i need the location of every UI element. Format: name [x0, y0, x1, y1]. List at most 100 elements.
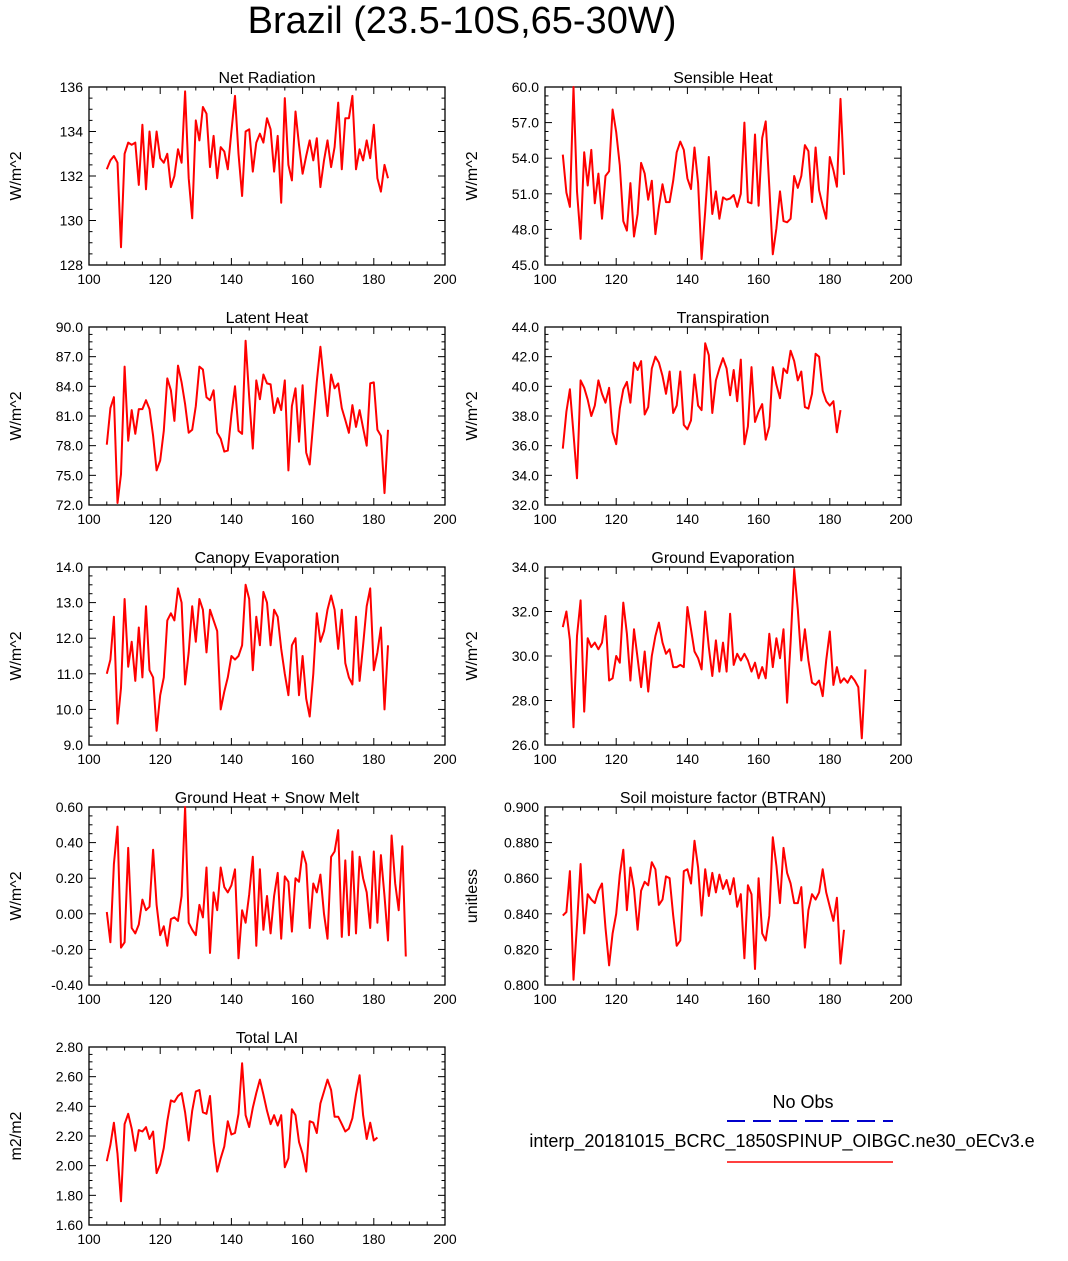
x-tick-label: 100: [77, 511, 101, 527]
x-tick-label: 140: [676, 271, 700, 287]
y-tick-label: 2.60: [56, 1069, 83, 1085]
x-tick-label: 100: [533, 751, 557, 767]
x-tick-label: 140: [220, 271, 244, 287]
y-tick-label: 0.40: [56, 835, 83, 851]
legend-label-model: interp_20181015_BCRC_1850SPINUP_OIBGC.ne…: [529, 1131, 1034, 1152]
x-tick-label: 180: [362, 511, 386, 527]
y-tick-label: 11.0: [57, 666, 83, 682]
y-tick-label: 1.80: [56, 1187, 83, 1203]
y-tick-label: 0.800: [504, 977, 539, 993]
y-tick-label: 36.0: [512, 438, 539, 454]
panel-soil-moisture-factor-btran: Soil moisture factor (BTRAN) 100 120 140 160…: [464, 790, 913, 1007]
x-tick-label: 120: [149, 751, 173, 767]
series-line-canopy-evaporation: [105, 583, 389, 732]
x-tick-label: 200: [433, 991, 457, 1007]
panel-canopy-evaporation: Canopy Evaporation 100 120 140 160 180 200 9.0 1…: [8, 550, 457, 767]
series-line-sensible-heat: [561, 86, 845, 261]
y-tick-label: 78.0: [56, 438, 83, 454]
legend: No Obs interp_20181015_BCRC_1850SPINUP_O…: [529, 1092, 1035, 1163]
x-tick-label: 160: [747, 511, 771, 527]
y-tick-label: 28.0: [512, 693, 539, 709]
x-tick-label: 140: [676, 511, 700, 527]
panel-ground-evaporation: Ground Evaporation 100 120 140 160 180 200 26.0…: [464, 550, 913, 767]
x-tick-label: 200: [889, 511, 913, 527]
y-tick-label: 72.0: [56, 497, 83, 513]
panel-title: Transpiration: [677, 310, 770, 327]
series-line-ground-evaporation: [561, 568, 867, 740]
x-tick-label: 180: [818, 751, 842, 767]
y-tick-label: 0.00: [56, 906, 83, 922]
plot-frame: [544, 326, 902, 506]
y-tick-label: 0.860: [504, 870, 539, 886]
x-tick-label: 160: [291, 1231, 315, 1247]
y-tick-label: 136: [60, 79, 84, 95]
series-line-transpiration: [561, 342, 842, 480]
y-tick-label: 60.0: [512, 79, 539, 95]
x-tick-label: 100: [533, 511, 557, 527]
y-tick-label: 12.0: [56, 630, 83, 646]
figure-title: Brazil (23.5-10S,65-30W): [248, 0, 677, 42]
x-tick-label: 160: [747, 751, 771, 767]
x-tick-label: 200: [433, 511, 457, 527]
y-axis-label: W/m^2: [8, 151, 25, 200]
x-tick-label: 140: [220, 751, 244, 767]
x-tick-label: 100: [77, 991, 101, 1007]
y-tick-label: 87.0: [56, 349, 83, 365]
y-tick-label: 0.840: [504, 906, 539, 922]
y-tick-label: 40.0: [512, 378, 539, 394]
x-tick-label: 180: [818, 271, 842, 287]
plot-frame: [544, 566, 902, 746]
y-tick-label: 30.0: [512, 648, 539, 664]
plot-frame: [88, 326, 446, 506]
y-tick-label: 32.0: [512, 497, 539, 513]
y-tick-label: 26.0: [512, 737, 539, 753]
x-tick-label: 160: [747, 271, 771, 287]
x-tick-label: 120: [605, 751, 629, 767]
x-tick-label: 140: [676, 991, 700, 1007]
series-line-ground-heat-snow-melt: [105, 806, 407, 960]
x-tick-label: 180: [818, 991, 842, 1007]
y-tick-label: 0.820: [504, 941, 539, 957]
x-tick-label: 140: [220, 991, 244, 1007]
x-tick-label: 200: [433, 1231, 457, 1247]
x-tick-label: 120: [605, 511, 629, 527]
panel-title: Ground Heat + Snow Melt: [175, 790, 360, 807]
x-tick-label: 180: [362, 271, 386, 287]
y-tick-label: 130: [60, 213, 84, 229]
x-tick-label: 180: [362, 1231, 386, 1247]
x-tick-label: 160: [747, 991, 771, 1007]
x-tick-label: 100: [77, 751, 101, 767]
y-tick-label: 10.0: [56, 701, 83, 717]
plot-frame: [88, 86, 446, 266]
x-tick-label: 200: [889, 271, 913, 287]
x-tick-label: 200: [433, 751, 457, 767]
y-tick-label: 132: [60, 168, 84, 184]
panel-title: Sensible Heat: [673, 70, 773, 87]
y-tick-label: -0.40: [51, 977, 83, 993]
panel-transpiration: Transpiration 100 120 140 160 180 200 32.0 34.0 3…: [464, 310, 913, 527]
x-tick-label: 100: [77, 271, 101, 287]
y-tick-label: 0.900: [504, 799, 539, 815]
panel-title: Latent Heat: [226, 310, 309, 327]
x-tick-label: 140: [220, 1231, 244, 1247]
y-tick-label: 34.0: [512, 467, 539, 483]
plot-frame: [88, 1046, 446, 1226]
x-tick-label: 200: [889, 991, 913, 1007]
y-tick-label: 2.80: [56, 1039, 83, 1055]
y-axis-label: m2/m2: [8, 1111, 25, 1160]
y-tick-label: 13.0: [56, 595, 83, 611]
x-tick-label: 100: [77, 1231, 101, 1247]
y-tick-label: 0.880: [504, 835, 539, 851]
y-axis-label: W/m^2: [8, 631, 25, 680]
x-tick-label: 120: [149, 271, 173, 287]
y-tick-label: 44.0: [512, 319, 539, 335]
y-tick-label: 54.0: [512, 150, 539, 166]
y-tick-label: 90.0: [56, 319, 83, 335]
y-tick-label: 128: [60, 257, 84, 273]
panel-net-radiation: Net Radiation 100 120 140 160 180 200 128 130 132…: [8, 70, 457, 287]
series-line-latent-heat: [105, 339, 389, 504]
y-axis-label: W/m^2: [464, 631, 481, 680]
panel-latent-heat: Latent Heat 100 120 140 160 180 200 72.0 75.0 78.…: [8, 310, 457, 527]
x-tick-label: 180: [362, 751, 386, 767]
legend-label-no-obs: No Obs: [772, 1092, 833, 1112]
